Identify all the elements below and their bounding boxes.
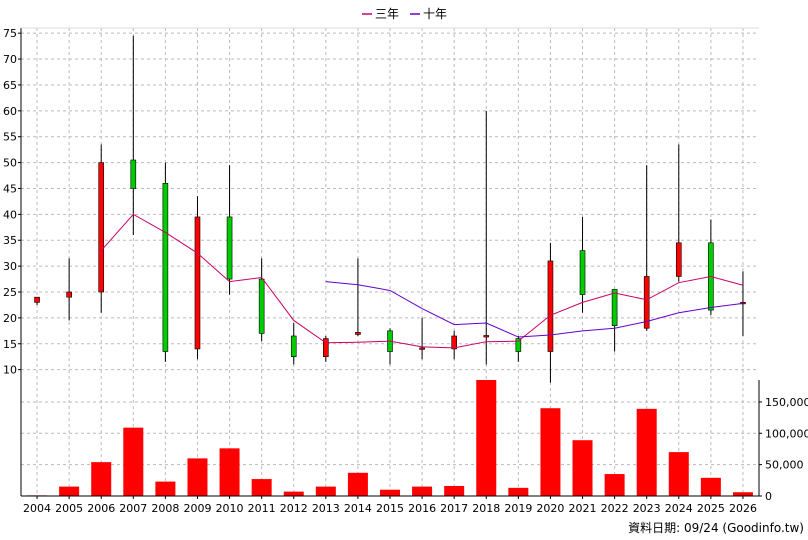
volume-bar <box>219 448 240 496</box>
candle-body <box>130 159 137 189</box>
candle-body <box>611 289 618 326</box>
legend-label: 十年 <box>423 7 447 21</box>
price-tick-label: 45 <box>3 182 17 195</box>
price-candles <box>34 35 746 383</box>
price-tick-label: 10 <box>3 364 17 377</box>
data-date-source-label: 資料日期: 09/24 (Goodinfo.tw) <box>628 521 804 535</box>
year-tick-label: 2010 <box>216 502 244 515</box>
volume-bar <box>540 408 561 496</box>
price-tick-label: 75 <box>3 27 17 40</box>
price-tick-label: 60 <box>3 105 17 118</box>
year-tick-label: 2008 <box>151 502 179 515</box>
year-tick-label: 2019 <box>504 502 532 515</box>
line-十年 <box>325 281 744 338</box>
year-tick-label: 2026 <box>729 502 757 515</box>
chart-legend: 三年 十年 <box>362 7 447 21</box>
price-tick-label: 65 <box>3 79 17 92</box>
year-tick-label: 2024 <box>665 502 693 515</box>
year-tick-label: 2007 <box>119 502 147 515</box>
year-tick-label: 2020 <box>536 502 564 515</box>
price-tick-label: 50 <box>3 157 17 170</box>
price-tick-label: 30 <box>3 260 17 273</box>
volume-bars <box>27 380 753 497</box>
year-tick-label: 2004 <box>23 502 51 515</box>
volume-bar <box>668 452 689 496</box>
candle-body <box>675 242 682 277</box>
candle-body <box>226 216 233 280</box>
volume-bar <box>155 481 176 496</box>
volume-bar <box>508 487 529 496</box>
candle-body <box>419 347 425 350</box>
volume-bar <box>412 486 433 496</box>
volume-bar <box>347 472 368 496</box>
year-tick-label: 2018 <box>472 502 500 515</box>
candle-body <box>579 250 586 295</box>
year-tick-label: 2021 <box>569 502 597 515</box>
moving-average-lines <box>100 213 744 349</box>
year-tick-label: 2015 <box>376 502 404 515</box>
price-tick-label: 25 <box>3 286 17 299</box>
year-tick-label: 2012 <box>280 502 308 515</box>
price-tick-label: 15 <box>3 338 17 351</box>
candle-body <box>515 338 522 352</box>
volume-bar <box>636 408 657 496</box>
volume-bar <box>476 380 497 496</box>
volume-bar <box>187 458 208 496</box>
price-tick-label: 20 <box>3 312 17 325</box>
year-tick-label: 2005 <box>55 502 83 515</box>
candle-body <box>258 278 265 334</box>
candle-body <box>547 260 554 352</box>
price-tick-label: 55 <box>3 131 17 144</box>
year-tick-label: 2013 <box>312 502 340 515</box>
year-tick-label: 2009 <box>183 502 211 515</box>
volume-tick-label: 0 <box>765 490 772 503</box>
volume-tick-label: 100,000 <box>765 427 808 440</box>
candle-body <box>290 335 297 358</box>
year-tick-label: 2011 <box>248 502 276 515</box>
volume-bar <box>700 477 721 496</box>
volume-bar <box>315 486 336 496</box>
year-tick-label: 2023 <box>633 502 661 515</box>
volume-bar <box>444 485 465 496</box>
volume-bar <box>732 492 753 496</box>
candle-body <box>451 335 457 350</box>
candle-body <box>483 335 490 338</box>
volume-tick-label: 50,000 <box>765 459 804 472</box>
year-tick-label: 2014 <box>344 502 372 515</box>
year-tick-label: 2025 <box>697 502 725 515</box>
volume-bar <box>91 462 112 496</box>
candle-body <box>66 291 72 298</box>
candle-body <box>355 332 361 335</box>
candle-body <box>162 182 169 352</box>
year-tick-label: 2016 <box>408 502 436 515</box>
chart-grid <box>21 28 759 496</box>
year-tick-label: 2006 <box>87 502 115 515</box>
candle-body <box>98 162 105 293</box>
year-tick-label: 2022 <box>601 502 629 515</box>
price-tick-label: 35 <box>3 234 17 247</box>
candle-body <box>643 276 650 329</box>
volume-bar <box>604 474 625 496</box>
volume-bar <box>59 486 80 496</box>
price-tick-label: 70 <box>3 53 17 66</box>
volume-bar <box>283 491 304 496</box>
price-tick-label: 40 <box>3 208 17 221</box>
candle-body <box>323 338 329 358</box>
volume-bar <box>572 440 593 496</box>
volume-tick-label: 150,000 <box>765 396 808 409</box>
year-tick-label: 2017 <box>440 502 468 515</box>
line-三年 <box>100 213 744 349</box>
volume-bar <box>123 427 144 496</box>
volume-bar <box>251 479 272 496</box>
candle-body <box>194 216 201 350</box>
volume-bar <box>380 489 400 496</box>
candle-body <box>34 296 40 303</box>
legend-label: 三年 <box>375 7 399 21</box>
chart-axes: 1015202530354045505560657075050,000100,0… <box>3 27 808 515</box>
